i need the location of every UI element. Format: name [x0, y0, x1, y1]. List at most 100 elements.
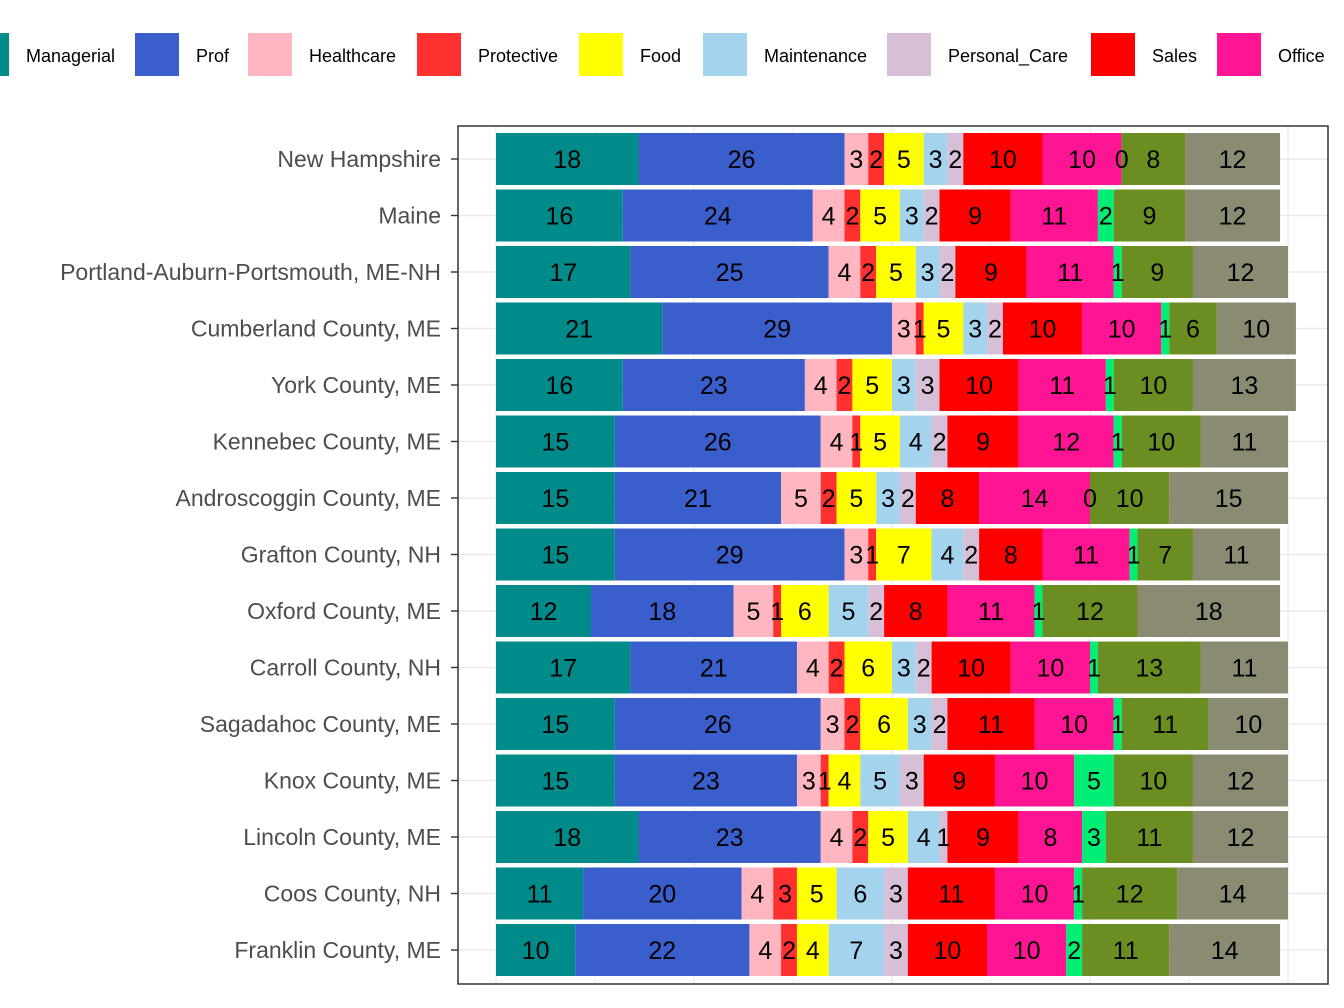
plot-border [457, 125, 1329, 985]
bar-segment-portland-auburn-portsmouth-me-nh-series-11 [1121, 246, 1193, 298]
segment-value-label: 10 [1029, 316, 1057, 344]
bar-segment-maine-series-12 [1185, 189, 1281, 242]
bar-segment-maine-sales [939, 189, 1011, 242]
segment-value-label: 10 [934, 937, 962, 965]
bar-segment-coos-county-nh-series-12 [1177, 867, 1288, 920]
bar-segment-oxford-county-me-series-11 [1042, 585, 1138, 637]
segment-value-label: 5 [873, 203, 887, 231]
segment-value-label: 4 [750, 881, 764, 909]
segment-value-label: 16 [545, 203, 573, 231]
segment-value-label: 8 [1146, 146, 1160, 174]
bar-segment-androscoggin-county-me-healthcare [781, 472, 821, 524]
segment-value-label: 2 [869, 598, 883, 626]
bar-segment-maine-food [860, 189, 900, 242]
bar-segment-portland-auburn-portsmouth-me-nh-personal-care [939, 246, 956, 298]
segment-value-label: 6 [853, 881, 867, 909]
bar-segment-grafton-county-nh-prof [614, 528, 845, 581]
segment-value-label: 10 [1242, 316, 1270, 344]
bar-segment-kennebec-county-me-food [860, 415, 900, 468]
segment-value-label: 2 [861, 259, 875, 287]
bar-segment-sagadahoc-county-me-series-12 [1208, 698, 1288, 750]
bar-segment-sagadahoc-county-me-healthcare [820, 698, 845, 750]
bar-segment-lincoln-county-me-series-10 [1082, 811, 1106, 863]
legend-key-protective [417, 33, 461, 76]
segment-value-label: 0 [1115, 146, 1129, 174]
bar-segment-androscoggin-county-me-managerial [496, 472, 615, 524]
bar-segment-franklin-county-me-healthcare [749, 924, 782, 976]
segment-value-label: 1 [1071, 881, 1085, 909]
segment-value-label: 12 [1227, 768, 1255, 796]
segment-value-label: 4 [758, 937, 772, 965]
bar-segment-coos-county-nh-office [994, 867, 1075, 920]
segment-value-label: 2 [845, 711, 859, 739]
bar-segment-york-county-me-healthcare [804, 359, 837, 411]
bar-segment-sagadahoc-county-me-office [1034, 698, 1114, 750]
segment-value-label: 15 [541, 711, 569, 739]
bar-segment-kennebec-county-me-series-11 [1121, 415, 1201, 468]
bar-segment-new-hampshire-managerial [496, 133, 639, 185]
bar-segment-lincoln-county-me-office [1018, 811, 1083, 863]
segment-value-label: 2 [948, 146, 962, 174]
segment-value-label: 10 [989, 146, 1017, 174]
bar-segment-kennebec-county-me-protective [852, 415, 861, 468]
segment-value-label: 23 [692, 768, 720, 796]
segment-value-label: 22 [648, 937, 676, 965]
segment-value-label: 18 [648, 598, 676, 626]
segment-value-label: 1 [1127, 542, 1141, 570]
bar-segment-carroll-county-nh-personal-care [915, 641, 932, 694]
bar-segment-cumberland-county-me-personal-care [987, 302, 1003, 355]
segment-value-label: 12 [1227, 259, 1255, 287]
y-axis-label-kennebec-county-me: Kennebec County, ME [213, 429, 441, 455]
bar-segment-grafton-county-nh-office [1042, 528, 1130, 581]
bar-segment-kennebec-county-me-sales [947, 415, 1019, 468]
bar-segment-androscoggin-county-me-sales [915, 472, 980, 524]
bar-segment-new-hampshire-prof [638, 133, 845, 185]
segment-value-label: 2 [1099, 203, 1113, 231]
legend-label-maintenance: Maintenance [764, 46, 867, 66]
bar-segment-carroll-county-nh-sales [931, 641, 1011, 694]
legend-key-personal-care [887, 33, 931, 76]
y-axis-label-androscoggin-county-me: Androscoggin County, ME [176, 485, 442, 511]
legend-key-maintenance [703, 33, 747, 76]
bar-segment-carroll-county-nh-maintenance [892, 641, 916, 694]
bar-segment-cumberland-county-me-food [923, 302, 964, 355]
bar-segment-oxford-county-me-personal-care [868, 585, 885, 637]
bar-segment-york-county-me-series-12 [1192, 359, 1296, 411]
segment-value-label: 10 [1021, 768, 1049, 796]
bar-segment-cumberland-county-me-protective [915, 302, 924, 355]
bar-segment-oxford-county-me-sales [884, 585, 948, 637]
legend: Managerial Prof Healthcare Protective Food Ma… [0, 33, 1325, 76]
bar-segment-coos-county-nh-prof [583, 867, 742, 920]
bar-segment-york-county-me-managerial [496, 359, 623, 411]
segment-value-label: 11 [978, 711, 1004, 739]
bar-segment-androscoggin-county-me-series-11 [1090, 472, 1170, 524]
bar-segment-knox-county-me-food [828, 754, 861, 807]
bar-segment-androscoggin-county-me-prof [614, 472, 782, 524]
bar-segment-franklin-county-me-food [796, 924, 829, 976]
segment-value-label: 1 [937, 824, 951, 852]
segment-value-label: 2 [845, 203, 859, 231]
segment-value-label: 11 [1073, 542, 1099, 570]
segment-value-label: 12 [1076, 598, 1104, 626]
bar-segment-franklin-county-me-managerial [496, 924, 576, 976]
segment-value-label: 3 [921, 259, 935, 287]
bar-segment-knox-county-me-office [994, 754, 1075, 807]
segment-value-label: 3 [968, 316, 982, 344]
segment-value-label: 10 [1013, 937, 1041, 965]
segment-value-label: 3 [802, 768, 816, 796]
bar-segment-sagadahoc-county-me-food [860, 698, 908, 750]
segment-value-label: 5 [881, 824, 895, 852]
bar-segment-kennebec-county-me-series-10 [1113, 415, 1122, 468]
bar-segment-cumberland-county-me-prof [662, 302, 892, 355]
bar-segment-knox-county-me-prof [614, 754, 797, 807]
segment-value-label: 25 [716, 259, 744, 287]
segment-value-label: 15 [541, 542, 569, 570]
bar-segment-sagadahoc-county-me-protective [844, 698, 861, 750]
segment-value-label: 12 [1052, 429, 1080, 457]
segment-value-label: 14 [1021, 485, 1049, 513]
y-axis-label-lincoln-county-me: Lincoln County, ME [243, 824, 441, 850]
bar-segment-maine-personal-care [923, 189, 940, 242]
segment-value-label: 5 [937, 316, 951, 344]
bar-segment-knox-county-me-series-11 [1113, 754, 1193, 807]
segment-value-label: 5 [1087, 768, 1101, 796]
